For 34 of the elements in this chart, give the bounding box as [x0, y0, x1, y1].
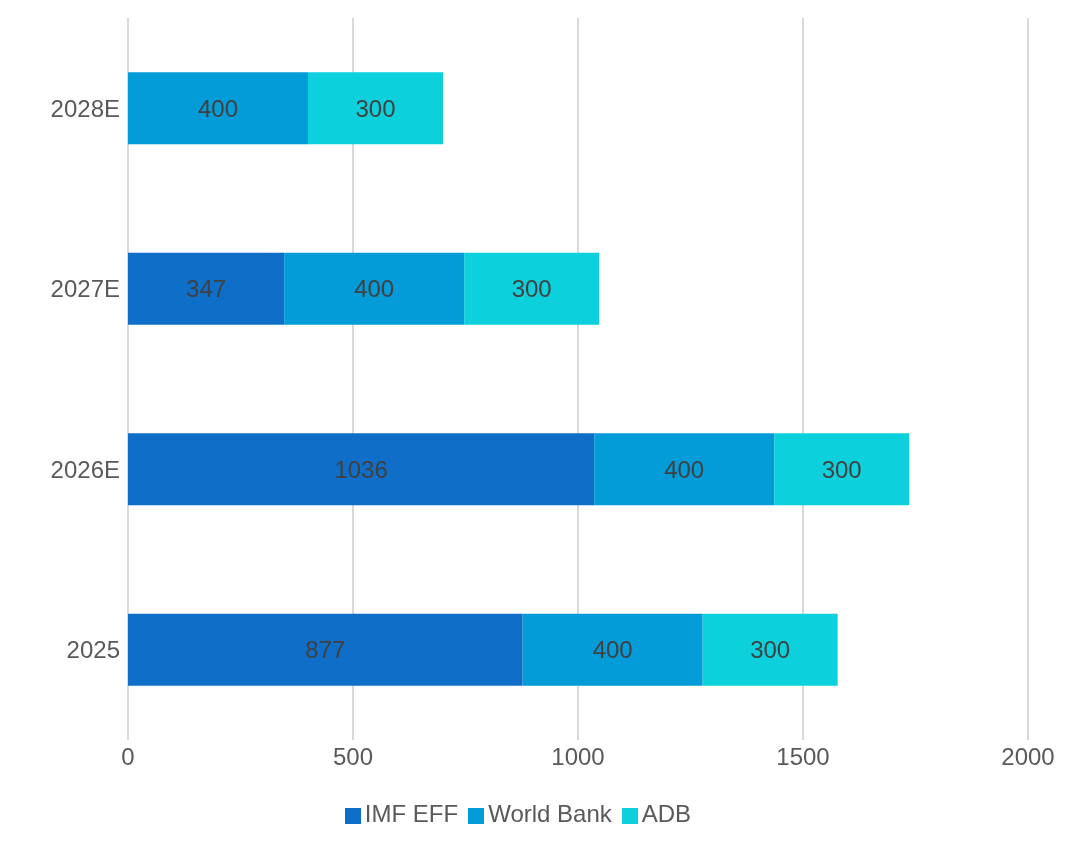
y-tick-label: 2028E: [50, 94, 120, 122]
legend-label: IMF EFF: [364, 800, 459, 827]
bar: [308, 72, 443, 145]
data-label: 300: [355, 94, 396, 122]
bar: [128, 252, 285, 325]
x-tick-label: 0: [121, 743, 135, 771]
data-label: 400: [354, 275, 395, 303]
data-label: 300: [821, 455, 862, 483]
bar: [128, 433, 595, 506]
data-label: 347: [186, 275, 227, 303]
data-label: 300: [750, 636, 791, 664]
y-tick-label: 2025: [66, 636, 120, 664]
bar: [284, 252, 465, 325]
bar: [774, 433, 910, 506]
bar: [464, 252, 600, 325]
bar: [522, 613, 703, 686]
y-tick-label: 2026E: [50, 455, 120, 483]
bar: [594, 433, 775, 506]
data-label: 877: [305, 636, 346, 664]
legend-label: World Bank: [488, 800, 612, 827]
bar: [702, 613, 838, 686]
x-tick-label: 1000: [551, 743, 605, 771]
legend-label: ADB: [641, 800, 692, 827]
x-tick-label: 1500: [776, 743, 830, 771]
data-label: 400: [592, 636, 633, 664]
data-label: 1036: [334, 455, 388, 483]
data-label: 400: [197, 94, 239, 122]
x-tick-label: 2000: [1001, 743, 1055, 771]
bar: [128, 72, 308, 145]
y-tick-label: 2027E: [50, 275, 120, 303]
data-label: 400: [664, 455, 705, 483]
bar: [128, 613, 523, 686]
x-tick-label: 500: [332, 743, 374, 771]
data-label: 300: [511, 275, 552, 303]
